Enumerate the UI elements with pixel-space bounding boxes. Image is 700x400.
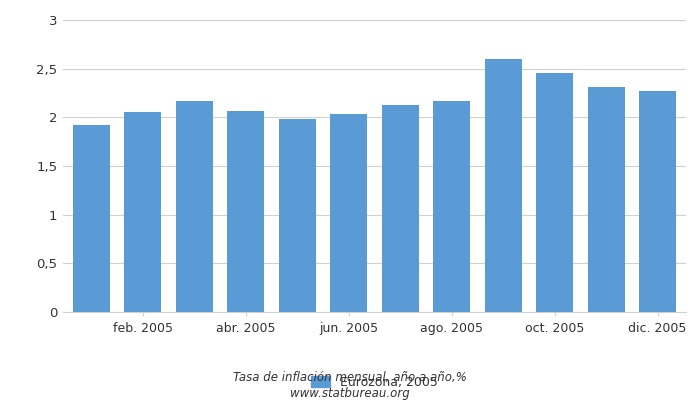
Legend: Eurozona, 2005: Eurozona, 2005 (306, 371, 443, 394)
Bar (176, 101, 213, 312)
Bar (588, 87, 624, 312)
Bar (279, 119, 316, 312)
Bar (330, 114, 368, 312)
Text: Tasa de inflación mensual, año a año,%: Tasa de inflación mensual, año a año,% (233, 372, 467, 384)
Text: www.statbureau.org: www.statbureau.org (290, 388, 410, 400)
Bar (639, 91, 676, 312)
Bar (484, 59, 522, 312)
Bar (228, 110, 265, 312)
Bar (73, 125, 110, 312)
Bar (125, 112, 161, 312)
Bar (382, 105, 419, 312)
Bar (536, 72, 573, 312)
Bar (433, 101, 470, 312)
